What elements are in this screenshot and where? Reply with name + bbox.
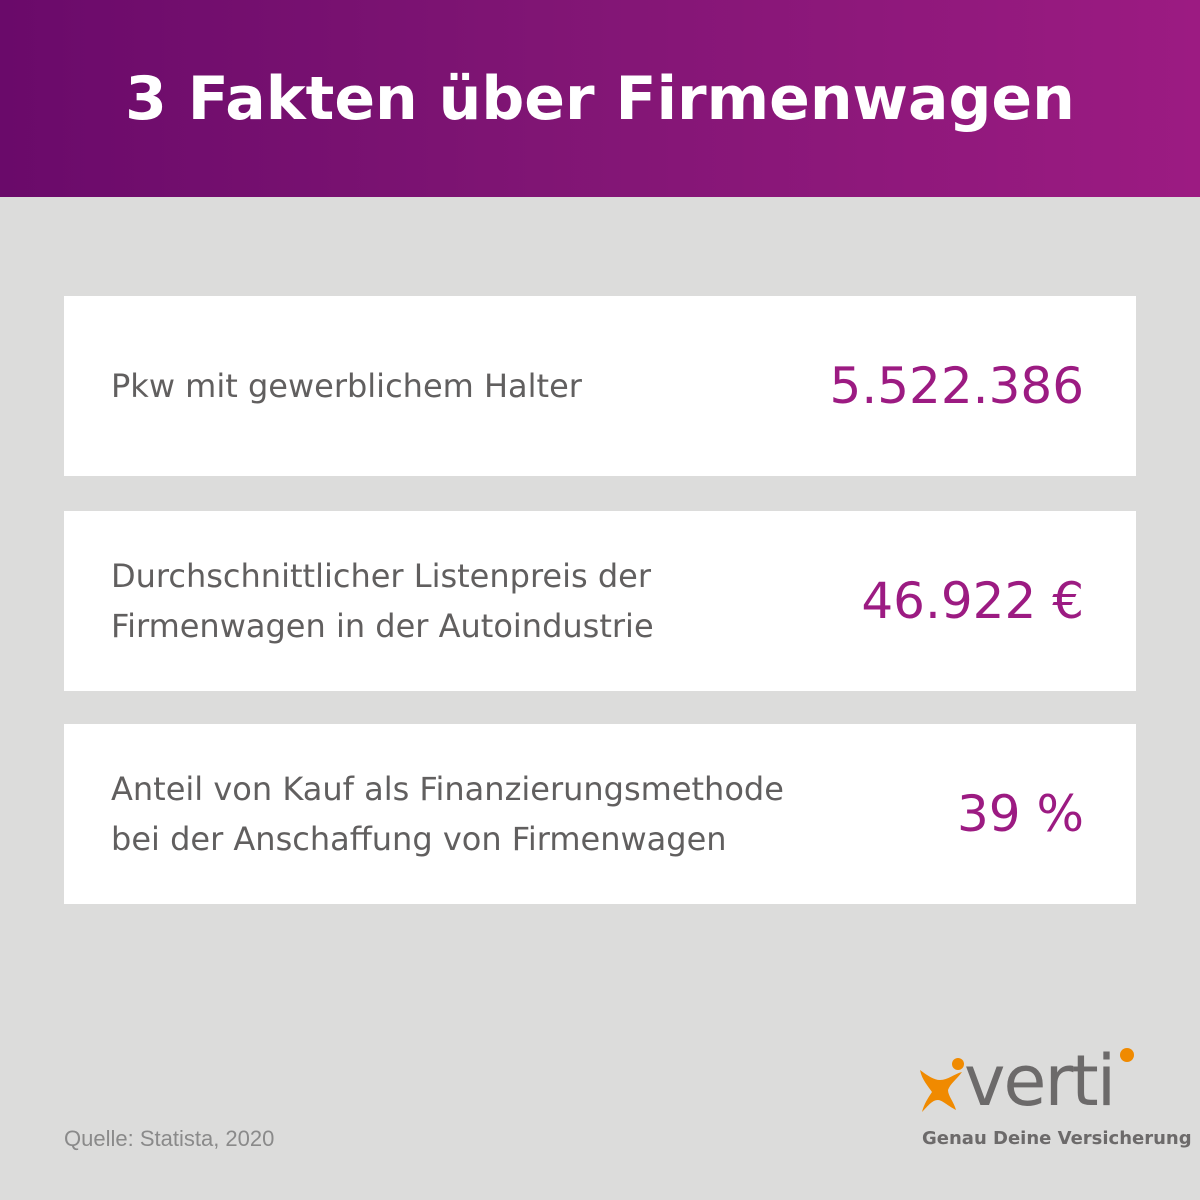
header-banner: 3 Fakten über Firmenwagen [0, 0, 1200, 197]
logo-dot [1120, 1048, 1134, 1062]
verti-logo: verti [914, 1040, 1144, 1122]
fact-label: Anteil von Kauf als Finanzierungsmethode… [111, 770, 784, 858]
fact-value: 5.522.386 [829, 357, 1084, 415]
fact-card-company-cars: Pkw mit gewerblichem Halter 5.522.386 [64, 296, 1136, 476]
verti-wordmark: verti [964, 1040, 1116, 1122]
fact-value: 46.922 € [861, 572, 1084, 630]
source-note: Quelle: Statista, 2020 [64, 1126, 275, 1151]
fact-value: 39 % [956, 785, 1084, 843]
page-title: 3 Fakten über Firmenwagen [125, 63, 1075, 134]
verti-person-mark-icon [920, 1058, 964, 1112]
fact-label: Durchschnittlicher Listenpreis der Firme… [111, 557, 654, 645]
fact-label: Pkw mit gewerblichem Halter [111, 367, 582, 405]
tagline: Genau Deine Versicherung [922, 1128, 1192, 1149]
fact-card-list-price: Durchschnittlicher Listenpreis der Firme… [64, 511, 1136, 691]
fact-card-purchase-share: Anteil von Kauf als Finanzierungsmethode… [64, 724, 1136, 904]
